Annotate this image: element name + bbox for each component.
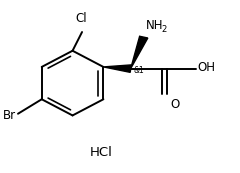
Text: &1: &1 bbox=[133, 66, 144, 75]
Text: Cl: Cl bbox=[75, 12, 87, 25]
Text: Br: Br bbox=[3, 109, 16, 122]
Text: OH: OH bbox=[197, 61, 215, 74]
Text: 2: 2 bbox=[161, 25, 166, 34]
Text: O: O bbox=[170, 98, 180, 111]
Polygon shape bbox=[131, 36, 148, 69]
Polygon shape bbox=[103, 65, 131, 72]
Text: NH: NH bbox=[146, 19, 164, 32]
Text: HCl: HCl bbox=[90, 145, 113, 158]
